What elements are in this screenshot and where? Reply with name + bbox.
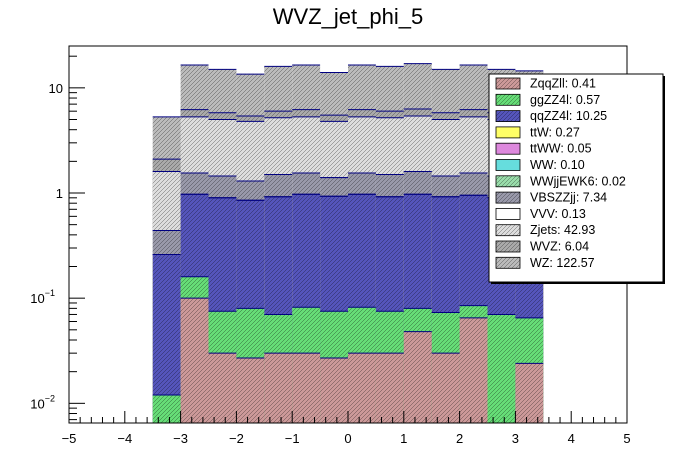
chart-title: WVZ_jet_phi_5 (273, 4, 423, 29)
bar-hatch-zqqzll (375, 353, 404, 423)
bar-hatch-zqqzll (348, 353, 376, 423)
legend-swatch-hatch (496, 241, 520, 252)
bar-hatch-zqqzll (208, 353, 237, 423)
bar-hatch-zqqzll (431, 353, 460, 423)
legend-swatch-hatch (496, 94, 520, 106)
stacked-bars (152, 63, 544, 424)
x-tick-label: −5 (62, 431, 77, 446)
bar-hatch-zqqzll (236, 357, 265, 423)
legend-label: VBSZZjj: 7.34 (530, 191, 607, 205)
bar-hatch-zqqzll (515, 363, 544, 423)
bar-hatch-zqqzll (180, 298, 209, 423)
outline-ggzz4l (152, 276, 544, 396)
x-tick-label: −1 (285, 431, 300, 446)
x-tick-label: 1 (400, 431, 407, 446)
legend-swatch (495, 126, 521, 139)
bar-hatch-zqqzll (264, 353, 293, 423)
legend-swatch-hatch (496, 192, 520, 204)
x-tick-label: 2 (456, 431, 463, 446)
legend-label: Zjets: 42.93 (530, 223, 595, 237)
y-tick-label: 10−1 (30, 288, 55, 306)
legend-label: ggZZ4l: 0.57 (530, 93, 600, 107)
y-tick-label: 10 (49, 81, 63, 96)
x-tick-label: −3 (173, 431, 188, 446)
x-tick-label: −2 (229, 431, 244, 446)
y-tick-label: 1 (56, 186, 63, 201)
outline-wz (152, 63, 544, 118)
legend-label: ttW: 0.27 (530, 125, 580, 139)
legend-swatch (495, 142, 521, 155)
legend-label: WVZ: 6.04 (530, 240, 589, 254)
outline-zqqzll (180, 297, 544, 364)
legend-swatch (495, 207, 521, 220)
legend-swatch-hatch (496, 224, 520, 236)
legend-swatch-hatch (496, 257, 520, 269)
legend-label: WW: 0.10 (530, 158, 585, 172)
legend-label: ttWW: 0.05 (530, 142, 592, 156)
y-tick-label: 10−2 (30, 393, 55, 411)
bar-hatch-zqqzll (459, 317, 488, 423)
legend-label: WWjjEWK6: 0.02 (530, 174, 626, 188)
x-tick-label: 0 (344, 431, 351, 446)
x-tick-label: 3 (512, 431, 519, 446)
x-tick-label: 4 (568, 431, 575, 446)
legend-swatch-hatch (496, 78, 520, 89)
legend-swatch (495, 159, 521, 171)
legend-label: qqZZ4l: 10.25 (530, 109, 607, 123)
bar-hatch-ggzz4l (152, 394, 181, 423)
x-tick-label: 5 (623, 431, 630, 446)
bar-hatch-zqqzll (403, 331, 432, 423)
x-tick-label: −4 (117, 431, 132, 446)
x-axis: −5 −4 −3 −2 −1 0 1 2 3 4 5 (62, 411, 631, 446)
legend-label: ZqqZll: 0.41 (530, 77, 596, 91)
bar-hatch-ggzz4l (487, 314, 516, 423)
legend-swatch-hatch (496, 110, 520, 122)
bar-hatch-zqqzll (320, 357, 348, 423)
bar-hatch-zqqzll (292, 353, 321, 423)
legend-swatch-hatch (496, 175, 520, 187)
legend-label: VVV: 0.13 (530, 207, 586, 221)
y-axis: 10−2 10−1 1 10 (30, 55, 85, 421)
legend-label: WZ: 122.57 (530, 256, 595, 270)
legend: ZqqZll: 0.41 ggZZ4l: 0.57 qqZZ4l: 10.25 ttW… (488, 73, 665, 284)
